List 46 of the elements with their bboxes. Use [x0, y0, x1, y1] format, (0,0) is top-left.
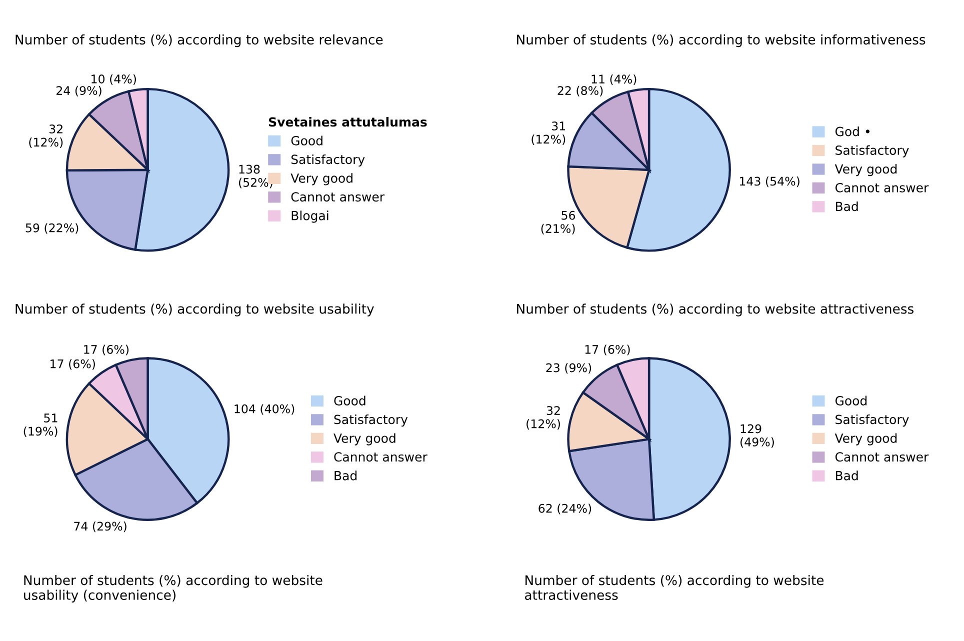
chart-title: Number of students (%) according to website relevance: [16, 34, 383, 48]
legend-label: Bad: [334, 470, 357, 480]
data-label: 59 (22%): [26, 223, 78, 234]
data-label: 56 (21%): [541, 210, 576, 234]
legend-label: Very good: [834, 164, 897, 176]
data-label: 17 (6%): [585, 344, 630, 356]
data-label: 17 (6%): [84, 344, 129, 356]
legend-label: Very good: [834, 433, 897, 446]
data-label: 62 (24%): [538, 504, 592, 514]
legend-label: Cannot answer: [291, 192, 385, 202]
data-label: 129 (49%): [740, 424, 774, 448]
legend-label: Satisfactory: [291, 154, 365, 167]
legend-label: Very good: [334, 433, 396, 446]
legend-label: Satisfactory: [836, 414, 909, 427]
data-label: 51 (19%): [24, 414, 58, 438]
legend-label: Satisfactory: [836, 145, 909, 158]
legend-label: Good: [334, 396, 366, 406]
legend-label: God •: [835, 126, 870, 136]
legend-label: Cannot answer: [835, 452, 929, 462]
data-label: 32 (12%): [526, 406, 560, 430]
legend-label: Cannot answer: [835, 182, 929, 192]
text: Number of students (%) according to website usability (convenience): [24, 574, 322, 603]
data-label: 17 (6%): [50, 359, 95, 370]
chart-title: Number of students (%) according to website attractiveness: [517, 304, 914, 316]
data-label: 10 (4%): [92, 74, 136, 85]
legend-label: Good: [291, 136, 322, 146]
data-label: 74 (29%): [74, 522, 126, 532]
legend-label: Blogai: [292, 210, 328, 223]
legend-label: Bad: [836, 470, 858, 480]
data-label: 23 (9%): [546, 363, 592, 374]
legend-label: Good: [835, 396, 867, 406]
legend-label: Satisfactory: [334, 414, 408, 427]
legend-title: Svetaines attutalumas: [268, 117, 427, 127]
data-label: 104 (40%): [234, 404, 294, 415]
legend-label: Cannot answer: [334, 452, 428, 462]
data-label: 31 (12%): [532, 122, 566, 146]
data-label: 22 (8%): [558, 86, 603, 96]
chart-title: Number of students (%) according to website usability: [16, 304, 374, 316]
data-label: 11 (4%): [592, 74, 636, 85]
data-label: 32 (12%): [29, 124, 63, 148]
text: Number of students (%) according to website attractiveness: [525, 574, 824, 600]
legend-label: Very good: [290, 173, 352, 186]
data-label: 24 (9%): [56, 86, 102, 96]
chart-title: Number of students (%) according to website informativeness: [517, 34, 926, 48]
data-label: 143 (54%): [740, 176, 800, 188]
legend-label: Bad: [836, 201, 858, 212]
